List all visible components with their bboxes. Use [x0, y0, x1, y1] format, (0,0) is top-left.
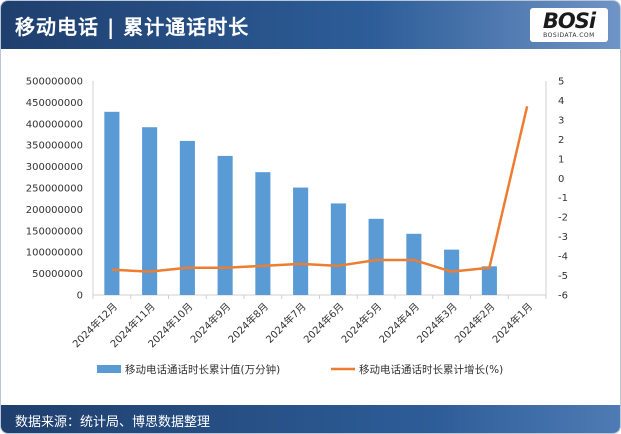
legend-label-line: 移动电话通话时长累计增长(%) — [359, 363, 503, 376]
y-right-tick-label: -3 — [558, 232, 568, 243]
y-right-tick-label: -5 — [558, 271, 568, 282]
bar — [406, 233, 422, 295]
page-title: 移动电话 | 累计通话时长 — [15, 15, 250, 39]
legend-swatch-bar — [97, 365, 121, 373]
y-right-tick-label: 1 — [558, 154, 564, 165]
y-left-tick-label: 400000000 — [26, 119, 83, 130]
y-left-tick-label: 0 — [77, 291, 83, 302]
logo-main-text: BOSi — [542, 9, 596, 33]
y-right-tick-label: 5 — [558, 77, 564, 88]
logo-sub-text: BOSIDATA.COM — [543, 32, 595, 39]
bar — [142, 127, 158, 295]
y-right-tick-label: 4 — [558, 96, 564, 107]
data-source: 数据来源：统计局、博思数据整理 — [15, 415, 211, 430]
bar — [481, 266, 497, 295]
bosi-logo: BOSi BOSIDATA.COM — [530, 8, 608, 42]
bar — [293, 187, 309, 295]
y-right-tick-label: -2 — [558, 213, 568, 224]
bar — [368, 218, 384, 295]
header-bar: 移动电话 | 累计通话时长 BOSi BOSIDATA.COM — [1, 1, 620, 49]
legend-label-bar: 移动电话通话时长累计值(万分钟) — [125, 363, 280, 376]
y-right-tick-label: 0 — [558, 174, 564, 185]
y-right-tick-label: -6 — [558, 291, 568, 302]
bar — [217, 155, 233, 295]
y-left-tick-label: 250000000 — [26, 184, 83, 195]
y-left-tick-label: 350000000 — [26, 141, 83, 152]
y-left-tick-label: 100000000 — [26, 248, 83, 259]
y-left-tick-label: 500000000 — [26, 77, 83, 88]
y-right-tick-label: -1 — [558, 193, 568, 204]
y-left-tick-label: 50000000 — [32, 269, 83, 280]
y-left-tick-label: 200000000 — [26, 205, 83, 216]
y-right-tick-label: -4 — [558, 252, 568, 263]
y-left-tick-label: 150000000 — [26, 226, 83, 237]
x-tick-label: 2024年1月 — [489, 300, 535, 346]
bar — [179, 140, 195, 295]
y-right-tick-label: 2 — [558, 135, 564, 146]
y-left-tick-label: 450000000 — [26, 98, 83, 109]
growth-line — [111, 106, 529, 273]
y-left-tick-label: 300000000 — [26, 162, 83, 173]
bar — [330, 203, 346, 295]
bar — [104, 111, 120, 295]
bar — [255, 172, 271, 295]
y-right-tick-label: 3 — [558, 115, 564, 126]
footer-bar: 数据来源：统计局、博思数据整理 — [1, 405, 620, 433]
